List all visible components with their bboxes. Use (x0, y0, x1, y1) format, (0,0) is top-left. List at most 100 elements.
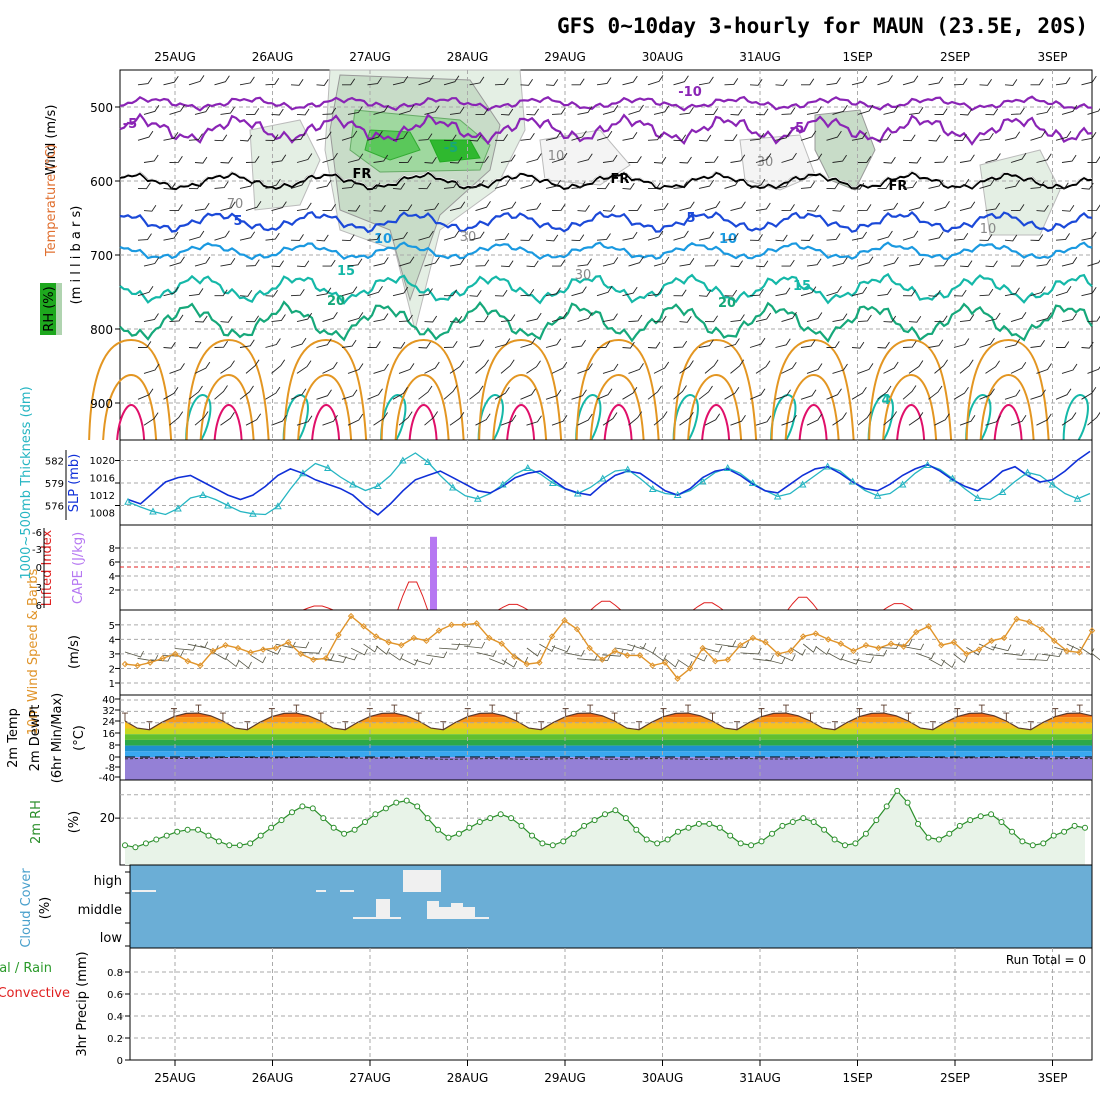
wind10m-barb (953, 653, 968, 664)
wind-barb (622, 341, 635, 349)
rh-point (247, 840, 254, 847)
wind-barb (1061, 412, 1077, 426)
wind-barb (500, 314, 516, 323)
wind-speed-point (272, 644, 279, 652)
wind-barb (373, 257, 389, 267)
wind-barb (679, 258, 695, 267)
rh-point (403, 797, 410, 804)
wind-barb (698, 231, 715, 241)
rh-point (873, 817, 880, 824)
wind-barb (1061, 154, 1077, 163)
wind-barb (398, 204, 413, 212)
wind-barb (628, 314, 643, 323)
top-date-label: 2SEP (940, 50, 970, 64)
magenta-contour (408, 403, 438, 441)
wind10m-barb (551, 645, 571, 653)
wind10m-barb (175, 644, 197, 651)
ylabel-wind10m-unit: (m/s) (67, 635, 82, 669)
rh-point (257, 832, 264, 839)
wind10m-barb (577, 654, 599, 661)
wind-barb (526, 153, 542, 163)
wind-barb (781, 107, 796, 115)
wind-barb (245, 359, 260, 374)
wind-barb (169, 363, 185, 374)
rh-point (153, 836, 160, 843)
wind-barb (953, 232, 969, 241)
wind-barb (959, 314, 975, 323)
wind-barb (679, 360, 694, 374)
wind-speed-point (1063, 647, 1071, 655)
wind-barb (551, 311, 568, 323)
wind-barb (188, 230, 205, 241)
wind-barb (143, 154, 159, 163)
wind-barb (469, 76, 485, 86)
wind-barb (271, 414, 287, 426)
rh-point (163, 832, 170, 839)
slp-tick-label: 1016 (90, 474, 115, 485)
wind-barb (953, 178, 970, 189)
wind10m-barb (828, 652, 845, 661)
rh-point (382, 805, 389, 812)
wind-tick-label: 4 (109, 635, 115, 646)
wind-barb (577, 413, 593, 426)
wind-barb (520, 388, 536, 400)
wind-barb (755, 260, 769, 268)
wind-barb (596, 130, 613, 141)
wind-barb (622, 131, 638, 141)
wind-barb (806, 363, 823, 374)
wind-barb (163, 182, 176, 190)
wind10m-barb (225, 657, 240, 668)
wind-speed-point (322, 655, 330, 662)
isotherm-freezing-inner (119, 170, 1093, 189)
wind-barb (347, 413, 364, 426)
li-tick-label: 6 (36, 601, 42, 612)
wind-barb (392, 231, 408, 241)
wind-barb (985, 108, 999, 116)
wind-barb (928, 290, 941, 297)
wind-barb (647, 182, 661, 190)
wind-barb (622, 182, 635, 190)
rh-point (956, 822, 963, 829)
rh-point (445, 834, 452, 841)
wind-barb (749, 234, 763, 241)
li-tick-label: 0 (36, 563, 42, 574)
wind10m-barb (250, 654, 267, 664)
wind-barb (877, 133, 892, 141)
wind-barb (1081, 231, 1097, 241)
rh-area-wet (364, 129, 421, 161)
wind10m-barb (476, 650, 497, 657)
wind-barb (316, 234, 329, 242)
wind-barb (169, 104, 185, 115)
wind-barb (800, 130, 817, 141)
wind-barb (800, 389, 817, 400)
rh-point (236, 842, 243, 849)
wind-barb (245, 200, 262, 212)
wind-barb (673, 181, 688, 189)
wind-barb (781, 152, 797, 163)
wind-speed-point (222, 641, 229, 649)
wind-speed-point (661, 659, 669, 666)
rh-point (309, 805, 316, 812)
wind-barb (220, 156, 233, 164)
wind-speed-point (850, 647, 857, 655)
wind-barb (265, 338, 281, 348)
thickness-point (598, 474, 607, 482)
wind-barb (928, 76, 944, 86)
thickness-point (324, 463, 332, 471)
wind-barb (520, 178, 536, 189)
temp-tick-label: 8 (109, 741, 115, 752)
wind-barb (475, 108, 489, 115)
orange-contour (575, 338, 660, 441)
bottom-date-label: 29AUG (544, 1071, 586, 1085)
isotherm-label: 20 (327, 294, 345, 309)
wind-barb (520, 132, 535, 141)
wind-barb (296, 415, 313, 426)
wind-barb (163, 341, 176, 349)
rh-point (800, 815, 807, 822)
teal-contour (770, 393, 797, 441)
wind-barb (424, 256, 440, 267)
wind-barb (545, 287, 561, 297)
wind10m-barb (652, 652, 667, 662)
wind-barb (341, 286, 358, 297)
rh2m-axis: 20 2m RH (%) (29, 800, 120, 844)
